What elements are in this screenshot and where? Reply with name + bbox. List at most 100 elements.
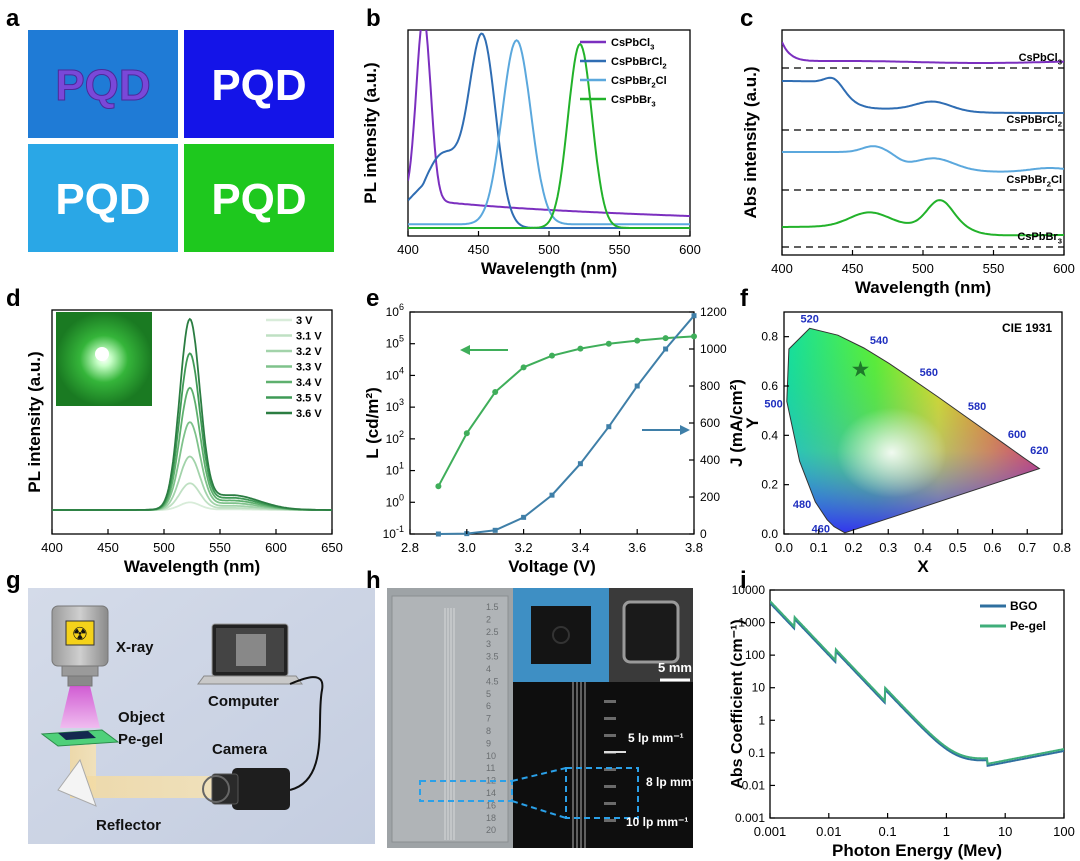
panel-g-schematic: ☢ X-ray Object Pe-gel Computer Camera Re… [28,588,375,844]
luminance-line [437,335,695,487]
ruler-number: 3 [486,639,491,649]
y-tick-label: 0.0 [761,527,778,541]
ruler-number: 2.5 [486,627,499,637]
x-tick-label: 600 [1053,261,1075,276]
legend-label: 3 V [296,315,313,327]
series-line [52,482,332,511]
panel-label-d: d [6,285,21,312]
y-axis-label: Abs intensity (a.u.) [741,66,760,218]
panel-label-f: f [740,285,749,312]
chip-xray-inner [622,600,680,664]
photo-tile [184,144,334,252]
y-right-tick-label: 1200 [700,305,727,319]
chip-body [531,606,591,664]
ruler-number: 20 [486,825,496,835]
luminance-point [662,335,669,342]
x-axis-label: Photon Energy (Mev) [832,841,1002,860]
scale-bar-label: 5 mm [658,660,692,675]
x-tick-label: 400 [397,242,419,257]
current-point [549,492,555,498]
object-chip [58,731,96,740]
legend-label: 3.2 V [296,346,322,358]
panel-a-photos: PQD PQD PQD PQD [28,30,334,252]
panel-label-e: e [366,285,379,312]
xray-test-bar [604,734,616,737]
y-left-tick-label: 104 [386,365,404,382]
x-tick-label: 0.2 [844,540,862,555]
camera-lens [211,773,239,805]
panel-i-attenuation-chart: Photon Energy (Mev) 0.001 0.01 0.1 1 10 100 0.0… [729,583,1075,860]
luminance-point [435,483,442,490]
x-tick-label: 3.0 [458,540,476,555]
label-computer: Computer [208,693,279,710]
panel-b-pl-chart: 400 450 500 550 600 Wavelength (nm) PL intensi… [361,29,701,278]
series-line [52,386,332,511]
y-left-tick-label: 101 [386,461,404,478]
xray-test-bar [604,785,616,788]
cie-white-point [836,407,947,498]
panel-f-cie-chart: 460 480 500 520 540 560 580 600 620 ★ CIE 1931 0.0… [743,311,1071,576]
y-left-tick-label: 10-1 [383,524,404,541]
y-tick-label: 0.4 [761,428,778,442]
plot-frame [409,311,695,535]
series-label: CsPbBrCl2 [1006,114,1062,128]
legend-label: 3.3 V [296,362,322,374]
x-tick-label: 0.3 [879,540,897,555]
xray-test-bar [604,717,616,720]
x-tick-label: 0.01 [816,824,841,839]
reflector [57,758,97,807]
wavelength-label: 600 [1008,429,1026,441]
series-line [770,602,1064,767]
plot-frame [51,309,333,535]
light-path-horizontal [70,776,220,798]
x-axis-label: Wavelength (nm) [481,259,617,278]
photo-text: PQD [211,175,306,224]
y-left-tick-label: 102 [386,429,404,446]
chip-marker [552,626,570,644]
panel-d-el-chart: 400 450 500 550 600 650 Wavelength (nm) PL inte… [25,309,343,576]
ruler-number: 4 [486,664,491,674]
series-line [408,39,690,226]
x-tick-label: 500 [538,242,560,257]
xray-nozzle-1 [61,665,99,677]
x-tick-label: 0.5 [949,540,967,555]
panel-label-b: b [366,5,381,32]
x-tick-label: 400 [771,261,793,276]
camera-cable [289,676,324,791]
y-tick-label: 10 [752,681,766,695]
current-point [435,531,441,537]
legend-label: CsPbBrCl2 [611,56,667,70]
x-tick-label: 100 [1053,824,1075,839]
xray-source-badge [65,620,95,646]
x-tick-label: 0.4 [914,540,932,555]
label-xray: X-ray [116,639,154,656]
luminance-point [577,345,584,352]
y-tick-label: 100 [745,648,765,662]
y-right-tick-label: 600 [700,416,720,430]
wavelength-label: 580 [968,401,986,413]
panel-label-a: a [6,5,20,32]
legend-label: Pe-gel [1010,619,1046,633]
panel-e-ljv-chart: 2.8 3.0 3.2 3.4 3.6 3.8 Voltage (V) 10-1 100 101 1… [363,302,746,576]
wavelength-label: 560 [920,367,938,379]
wavelength-label: 460 [812,524,830,536]
y-axis-label: PL intensity (a.u.) [361,62,380,203]
x-tick-label: 0.0 [775,540,793,555]
x-tick-label: 450 [97,540,119,555]
x-tick-label: 0.6 [983,540,1001,555]
y-axis-label: Y [743,417,762,429]
ruler-number: 10 [486,751,496,761]
photo-text: PQD [55,61,150,110]
label-pegel: Pe-gel [118,731,163,748]
series-label: CsPbBr3 [1017,231,1062,245]
series-line [408,42,690,229]
y-left-tick-label: 105 [386,334,404,351]
ruler-number: 9 [486,738,491,748]
series-label: CsPbBr2Cl [1006,174,1062,188]
label-object: Object [118,709,165,726]
photo-tile [28,30,178,138]
luminance-point [634,337,641,344]
x-tick-label: 1 [943,824,950,839]
panel-label-i: i [740,567,747,594]
